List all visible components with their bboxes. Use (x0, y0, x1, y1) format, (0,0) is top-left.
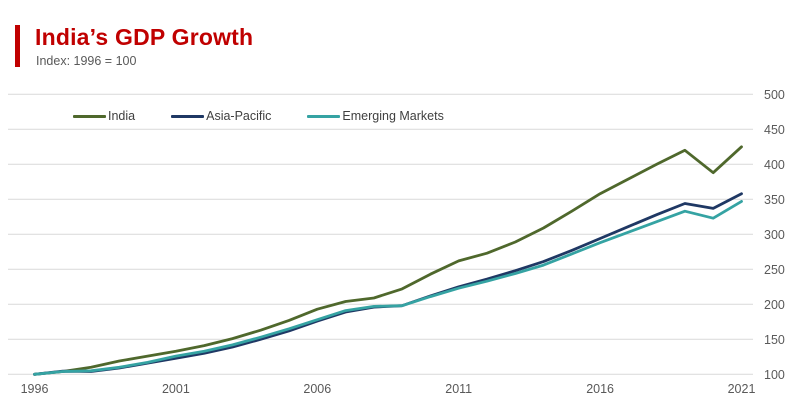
svg-text:500: 500 (764, 88, 785, 102)
svg-text:450: 450 (764, 123, 785, 137)
svg-text:300: 300 (764, 228, 785, 242)
svg-text:100: 100 (764, 368, 785, 382)
legend-line-swatch-india (73, 114, 106, 118)
legend-item-india: India (73, 109, 135, 123)
legend-label-india: India (108, 109, 136, 123)
svg-text:250: 250 (764, 263, 785, 277)
legend-item-asia-pacific: Asia-Pacific (171, 109, 271, 123)
chart-legend: India Asia-Pacific Emerging Markets (73, 108, 444, 124)
svg-text:1996: 1996 (21, 382, 49, 396)
svg-text:400: 400 (764, 158, 785, 172)
svg-text:2006: 2006 (303, 382, 331, 396)
svg-text:2001: 2001 (162, 382, 190, 396)
svg-text:150: 150 (764, 333, 785, 347)
chart-subtitle: Index: 1996 = 100 (36, 54, 137, 68)
svg-text:350: 350 (764, 193, 785, 207)
svg-text:2011: 2011 (445, 382, 472, 396)
legend-line-swatch-asia-pacific (171, 114, 205, 118)
legend-label-asia-pacific: Asia-Pacific (206, 109, 272, 123)
legend-label-emerging-markets: Emerging Markets (342, 109, 444, 123)
title-accent-bar (15, 25, 20, 67)
chart-title: India’s GDP Growth (35, 24, 254, 50)
svg-text:2016: 2016 (586, 382, 614, 396)
legend-line-swatch-emerging-markets (307, 114, 341, 118)
svg-text:200: 200 (764, 298, 785, 312)
svg-text:2021: 2021 (728, 382, 756, 396)
legend-item-emerging-markets: Emerging Markets (307, 109, 444, 123)
